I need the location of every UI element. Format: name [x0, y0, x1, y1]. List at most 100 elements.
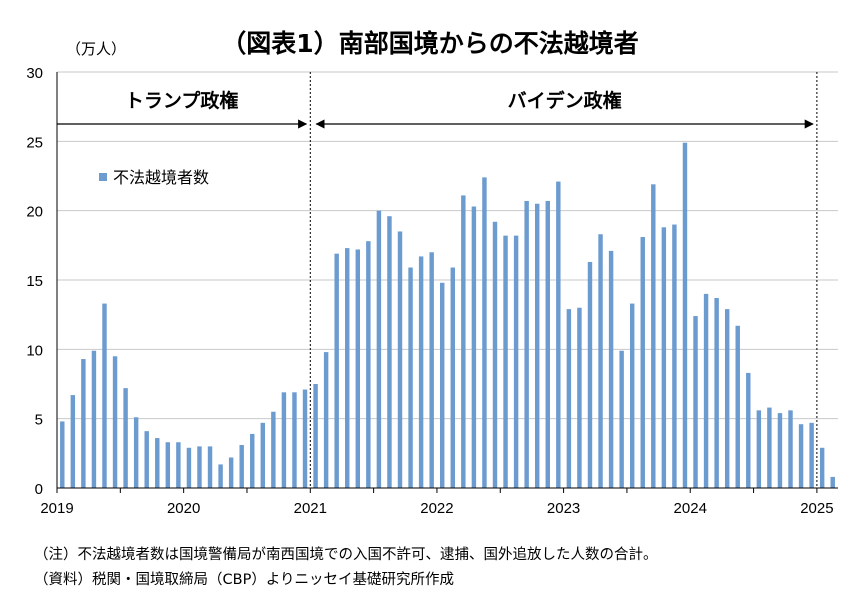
bar [70, 395, 76, 488]
bar [334, 253, 339, 488]
bar [102, 303, 107, 488]
y-tick-label: 30 [26, 65, 43, 82]
bar [302, 389, 308, 488]
period-annotations: トランプ政権 バイデン政権 [57, 72, 818, 488]
bar [218, 464, 223, 488]
period-label: トランプ政権 [125, 89, 238, 112]
bar [714, 298, 719, 488]
x-tick-label: 2023 [547, 500, 580, 517]
bar [492, 221, 498, 488]
bar [366, 241, 371, 488]
bar [250, 433, 255, 488]
bar [788, 410, 793, 488]
legend-label: 不法越境者数 [113, 168, 209, 187]
bar [207, 446, 213, 488]
bar [292, 392, 297, 488]
x-tick-labels: 2019 2020 2021 2022 2023 2024 2025 [40, 500, 833, 517]
bar [471, 206, 477, 489]
bar [450, 267, 455, 488]
bar [60, 421, 65, 488]
bar [323, 352, 329, 488]
bar [809, 422, 814, 488]
bar [640, 237, 645, 488]
y-tick-label: 20 [26, 204, 43, 221]
bar [387, 216, 392, 489]
bar [440, 282, 445, 488]
bar [228, 457, 234, 488]
bar [830, 476, 835, 488]
bar [608, 250, 614, 488]
x-tick-label: 2021 [294, 500, 327, 517]
bar [144, 431, 149, 488]
bar [376, 210, 382, 488]
y-axis-unit: （万人） [66, 40, 127, 58]
chart-title: （図表1）南部国境からの不法越境者 [221, 29, 639, 58]
y-tick-label: 5 [35, 412, 43, 429]
bar [629, 303, 635, 488]
x-tick-label: 2022 [420, 500, 453, 517]
bar [91, 350, 97, 488]
bar [566, 309, 572, 488]
bar [397, 231, 403, 488]
bar [798, 424, 804, 488]
bar [587, 261, 593, 488]
bar [693, 316, 698, 488]
bar [281, 392, 287, 488]
footnote-note: （注）不法越境者数は国境警備局が南西国境での入国不許可、逮捕、国外追放した人数の… [34, 547, 658, 563]
y-tick-labels: 0 5 10 15 20 25 30 [26, 65, 43, 498]
bar [197, 446, 202, 488]
bar [271, 411, 276, 488]
bar [682, 142, 688, 488]
bar [724, 309, 730, 488]
bar [429, 252, 434, 488]
bar [556, 181, 561, 488]
bar [767, 407, 772, 488]
bar [355, 249, 361, 488]
bar [545, 200, 550, 488]
bar [155, 438, 160, 488]
bar [735, 325, 740, 488]
bar [313, 384, 318, 488]
legend: 不法越境者数 [99, 168, 209, 187]
bar [123, 388, 128, 488]
x-tick-label: 2020 [167, 500, 200, 517]
bar [482, 177, 487, 489]
bar [777, 413, 783, 488]
x-tick-label: 2024 [674, 500, 707, 517]
period-label: バイデン政権 [508, 89, 622, 112]
bar [81, 359, 86, 488]
y-tick-label: 25 [26, 134, 43, 151]
bar [408, 267, 413, 488]
bar [598, 234, 603, 488]
bar [260, 422, 266, 488]
bar [461, 195, 466, 488]
bar [756, 410, 762, 488]
bar [619, 350, 624, 488]
bar [165, 442, 171, 488]
y-tick-label: 15 [26, 273, 43, 290]
bar [651, 184, 656, 488]
bar [239, 445, 244, 488]
footnote-source: （資料）税関・国境取締局（CBP）よりニッセイ基礎研究所作成 [34, 572, 455, 588]
axes [56, 72, 838, 493]
bar [819, 447, 825, 488]
bar [345, 248, 350, 488]
bar [503, 235, 508, 488]
bar [513, 235, 519, 488]
x-tick-label: 2025 [800, 500, 833, 517]
y-tick-label: 10 [26, 342, 43, 359]
bar-series [60, 142, 835, 489]
bar [112, 356, 118, 488]
x-tick-label: 2019 [40, 500, 73, 517]
bar [186, 447, 192, 488]
bar [577, 307, 582, 488]
bar [746, 372, 751, 488]
bar [176, 442, 181, 488]
bar [703, 293, 709, 488]
legend-swatch [99, 173, 107, 181]
bar [524, 200, 529, 488]
bar [133, 417, 139, 488]
bar [534, 203, 540, 488]
bar [672, 224, 677, 489]
